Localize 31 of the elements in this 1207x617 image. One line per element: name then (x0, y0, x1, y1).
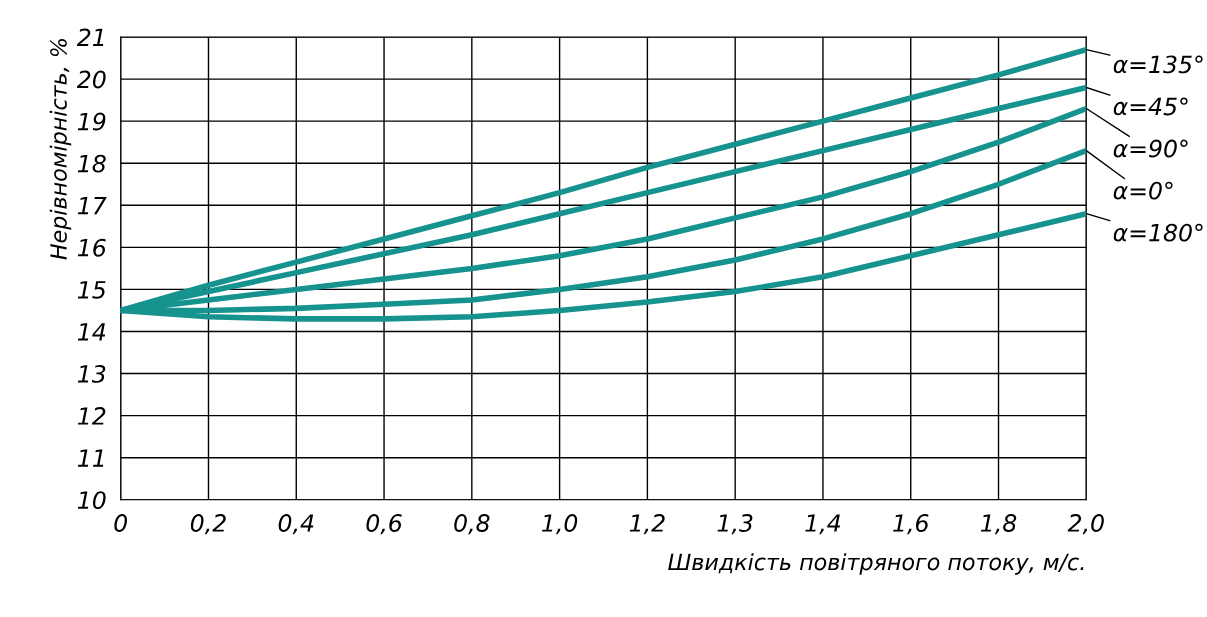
x-tick-label: 1,8 (980, 514, 1017, 535)
series-label: α=45° (1113, 97, 1188, 116)
y-axis-title: Нерівномірність, % (49, 39, 72, 260)
series-label: α=0° (1113, 181, 1173, 200)
x-tick-label: 1,0 (541, 514, 578, 535)
y-tick-label: 19 (77, 112, 106, 131)
y-tick-label: 18 (77, 154, 106, 173)
series-label: α=90° (1113, 139, 1188, 158)
y-tick-label: 12 (77, 407, 106, 425)
y-tick-label: 21 (76, 28, 104, 46)
x-tick-label: 1,4 (805, 514, 841, 535)
x-tick-label: 0,4 (278, 514, 314, 535)
x-axis-title: Швидкість повітряного потоку, м/с. (668, 553, 1084, 575)
x-tick-label: 0,6 (366, 514, 402, 535)
x-tick-label: 0 (114, 514, 128, 532)
y-tick-label: 14 (77, 323, 106, 341)
y-tick-label: 17 (77, 197, 107, 215)
x-tick-label: 1,2 (629, 514, 665, 535)
y-tick-label: 11 (77, 449, 104, 467)
x-tick-label: 0,8 (454, 514, 490, 535)
y-tick-label: 15 (77, 281, 106, 299)
x-tick-label: 0,2 (190, 514, 226, 535)
y-tick-label: 16 (77, 238, 106, 257)
y-tick-label: 20 (76, 70, 106, 89)
x-tick-label: 1,6 (893, 514, 929, 535)
y-tick-label: 10 (77, 491, 106, 510)
x-tick-label: 2,0 (1067, 514, 1104, 535)
series-label: α=180° (1113, 223, 1203, 242)
series-label: α=135° (1113, 55, 1203, 74)
y-tick-label: 13 (77, 365, 106, 383)
x-tick-label: 1,3 (717, 514, 753, 535)
